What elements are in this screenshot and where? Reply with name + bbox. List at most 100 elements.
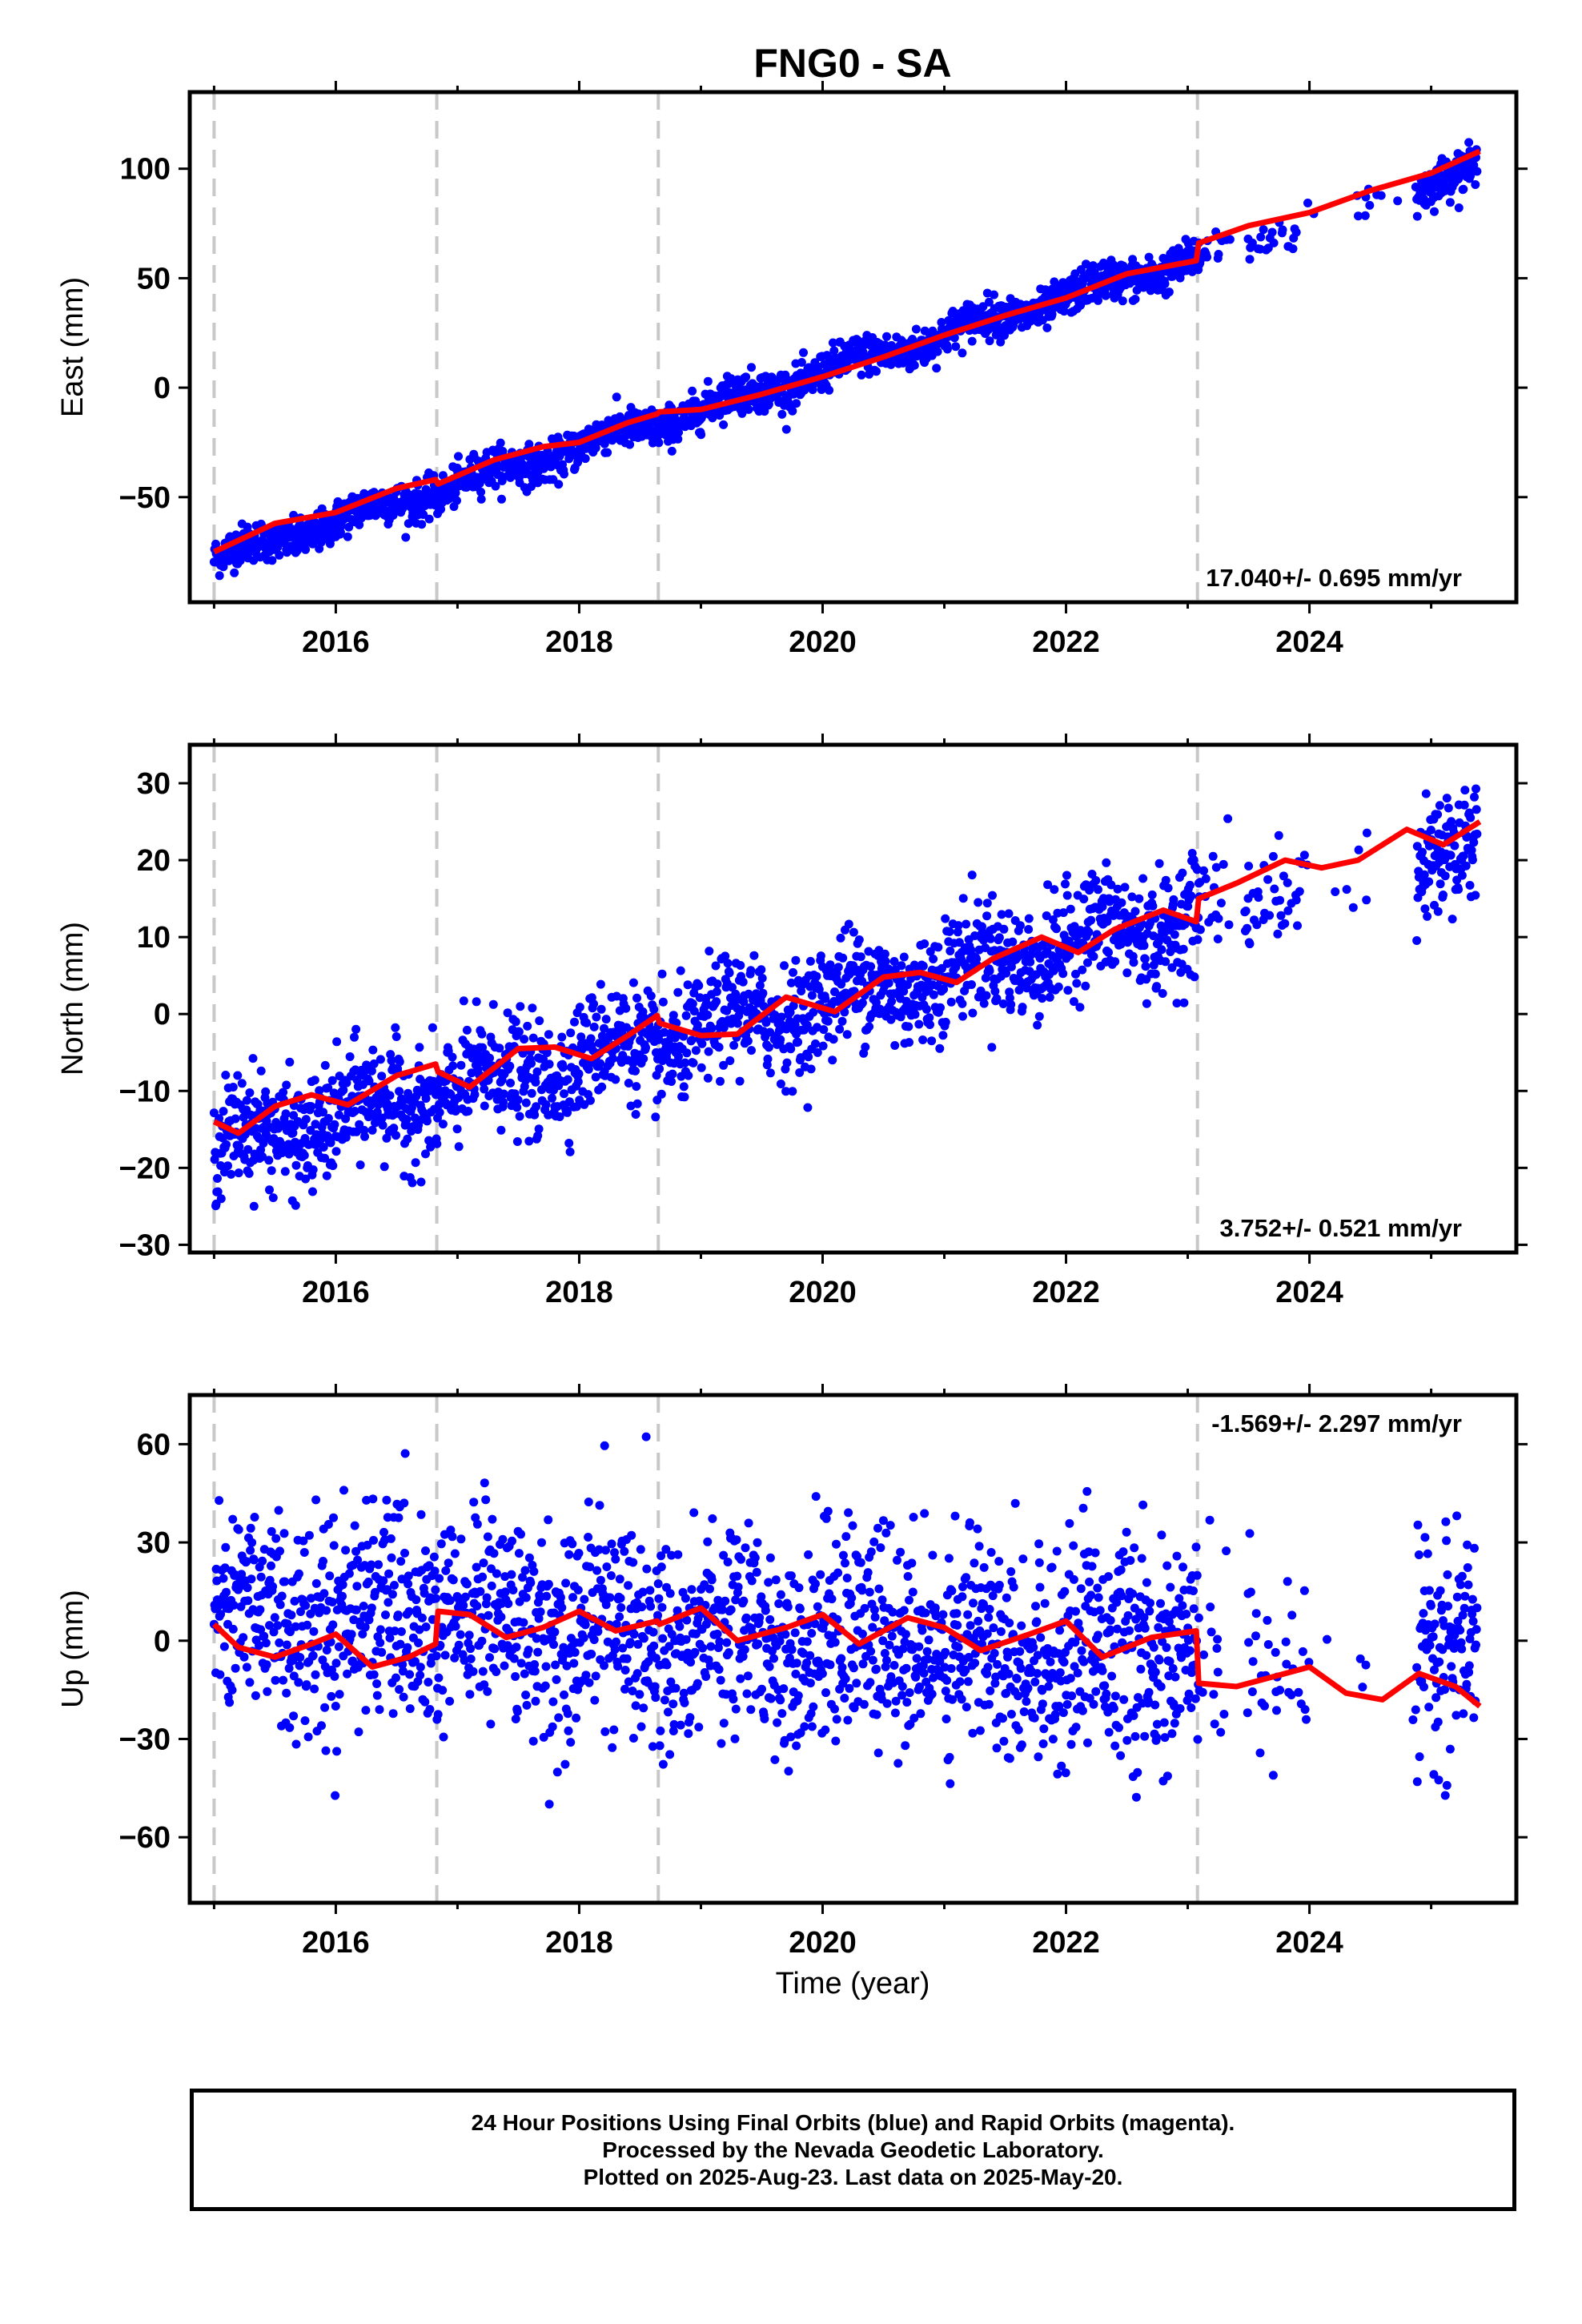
data-point	[660, 1695, 669, 1705]
data-point	[255, 1641, 263, 1651]
data-point	[1193, 935, 1203, 944]
data-point	[629, 1630, 639, 1639]
data-point	[688, 999, 697, 1008]
data-point	[689, 1058, 698, 1068]
data-point	[668, 1069, 677, 1079]
data-point	[1460, 786, 1470, 795]
data-point	[515, 1112, 524, 1121]
data-point	[325, 1571, 335, 1581]
data-point	[520, 1035, 529, 1044]
data-point	[267, 1526, 276, 1536]
data-point	[395, 1057, 404, 1067]
data-point	[263, 1687, 272, 1696]
data-point	[279, 1088, 288, 1097]
data-point	[528, 1736, 538, 1746]
data-point	[608, 1743, 617, 1752]
data-point	[551, 1660, 560, 1670]
data-point	[488, 1514, 497, 1524]
data-point	[1464, 138, 1474, 147]
data-point	[244, 1168, 254, 1178]
data-point	[1454, 203, 1464, 212]
data-point	[1139, 941, 1149, 951]
data-point	[972, 955, 982, 963]
data-point	[1278, 225, 1287, 235]
data-point	[550, 1627, 560, 1637]
data-point	[816, 951, 825, 961]
data-point	[544, 1799, 554, 1809]
data-point	[590, 1695, 600, 1705]
data-point	[1118, 296, 1127, 306]
data-point	[569, 1659, 579, 1668]
data-point	[216, 1161, 226, 1170]
data-point	[531, 1077, 540, 1087]
y-axis-label: North (mm)	[56, 922, 90, 1076]
data-point	[954, 921, 963, 931]
data-point	[682, 1615, 692, 1625]
data-point	[665, 1750, 675, 1759]
data-point	[658, 1759, 668, 1769]
data-point	[715, 1637, 725, 1647]
data-point	[369, 1535, 378, 1545]
data-point	[1042, 323, 1052, 332]
data-point	[600, 1661, 608, 1671]
data-point	[535, 1593, 544, 1602]
data-point	[311, 1578, 321, 1588]
data-point	[704, 1047, 713, 1056]
data-point	[301, 545, 311, 554]
data-point	[795, 1068, 805, 1077]
data-point	[532, 1634, 541, 1643]
data-point	[744, 404, 753, 414]
data-point	[1459, 184, 1468, 194]
data-point	[1223, 814, 1233, 823]
data-point	[285, 1057, 295, 1067]
data-point	[1178, 944, 1188, 954]
data-point	[706, 1642, 716, 1651]
data-point	[350, 1107, 359, 1116]
data-point	[866, 962, 876, 971]
data-point	[534, 1124, 544, 1134]
data-point	[1104, 947, 1113, 957]
data-point	[681, 1634, 691, 1644]
data-point	[243, 522, 252, 532]
data-point	[937, 318, 946, 327]
data-point	[904, 1022, 913, 1031]
data-point	[513, 1096, 523, 1104]
data-point	[621, 1003, 631, 1013]
data-point	[282, 1080, 291, 1090]
data-point	[300, 1716, 310, 1726]
data-point	[1183, 902, 1193, 911]
data-point	[612, 392, 621, 402]
data-point	[1130, 295, 1140, 304]
data-point	[884, 979, 893, 988]
data-point	[1468, 855, 1477, 865]
y-tick-label: 20	[137, 844, 171, 878]
data-point	[385, 1633, 395, 1642]
data-point	[570, 1647, 580, 1657]
data-point	[941, 914, 950, 923]
data-point	[633, 1639, 643, 1649]
data-point	[355, 520, 364, 529]
data-point	[360, 1622, 370, 1632]
data-point	[479, 1558, 488, 1568]
data-point	[665, 1642, 674, 1651]
data-point	[998, 999, 1008, 1008]
data-point	[243, 1144, 253, 1154]
data-point	[1412, 936, 1422, 945]
data-point	[231, 1663, 240, 1673]
data-point	[721, 951, 730, 961]
data-point	[648, 1627, 658, 1637]
data-point	[219, 1642, 229, 1651]
data-point	[679, 1082, 689, 1092]
data-point	[1270, 884, 1279, 894]
data-point	[308, 1651, 318, 1660]
data-point	[676, 1720, 685, 1730]
data-point	[389, 1124, 399, 1133]
data-point	[942, 344, 952, 354]
data-point	[424, 1678, 433, 1687]
data-point	[1008, 937, 1018, 947]
data-point	[1466, 171, 1476, 180]
data-point	[400, 1498, 409, 1508]
y-tick-label: 50	[137, 262, 171, 296]
data-point	[1263, 875, 1273, 884]
data-point	[221, 1542, 231, 1552]
